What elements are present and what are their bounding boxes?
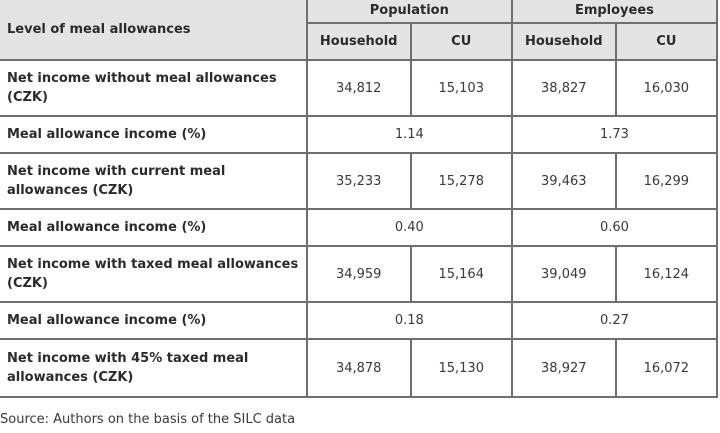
cell-value: 38,827 [510, 59, 617, 117]
row-label: Meal allowance income (%) [0, 208, 308, 247]
row-label: Meal allowance income (%) [0, 115, 308, 154]
cell-value: 34,812 [305, 59, 412, 117]
cell-value: 15,164 [409, 245, 513, 303]
source-note: Source: Authors on the basis of the SILC… [0, 412, 296, 427]
table-row: Net income with 45% taxed meal allowance… [0, 338, 719, 398]
cell-value-merged: 1.14 [305, 115, 513, 154]
group-header-population: Population [305, 0, 513, 24]
col-header-population-cu: CU [409, 22, 513, 61]
cell-value: 15,103 [409, 59, 513, 117]
row-label: Net income with 45% taxed meal allowance… [0, 338, 308, 398]
cell-value-merged: 0.60 [510, 208, 719, 247]
col-header-employees-household: Household [510, 22, 617, 61]
table-row: Meal allowance income (%) 1.14 1.73 [0, 115, 719, 154]
col-header-population-household: Household [305, 22, 412, 61]
cell-value: 34,959 [305, 245, 412, 303]
cell-value: 15,130 [409, 338, 513, 398]
cell-value: 35,233 [305, 152, 412, 210]
cell-value: 34,878 [305, 338, 412, 398]
cell-value-merged: 0.18 [305, 301, 513, 340]
cell-value: 38,927 [510, 338, 617, 398]
cell-value: 39,463 [510, 152, 617, 210]
cell-value: 39,049 [510, 245, 617, 303]
cell-value-merged: 0.40 [305, 208, 513, 247]
table-row: Net income with taxed meal allowances (C… [0, 245, 719, 303]
row-label: Net income without meal allowances (CZK) [0, 59, 308, 117]
table-row: Meal allowance income (%) 0.40 0.60 [0, 208, 719, 247]
table-row: Net income without meal allowances (CZK)… [0, 59, 719, 117]
row-label: Meal allowance income (%) [0, 301, 308, 340]
col-header-employees-cu: CU [614, 22, 719, 61]
table-row: Meal allowance income (%) 0.18 0.27 [0, 301, 719, 340]
table-row: Net income with current meal allowances … [0, 152, 719, 210]
corner-header: Level of meal allowances [0, 0, 308, 61]
cell-value-merged: 1.73 [510, 115, 719, 154]
cell-value: 16,030 [614, 59, 719, 117]
row-label: Net income with taxed meal allowances (C… [0, 245, 308, 303]
cell-value: 16,124 [614, 245, 719, 303]
cell-value: 15,278 [409, 152, 513, 210]
group-header-employees: Employees [510, 0, 719, 24]
cell-value: 16,072 [614, 338, 719, 398]
cell-value-merged: 0.27 [510, 301, 719, 340]
meal-allowance-table: Level of meal allowances Population Empl… [0, 0, 719, 398]
row-label: Net income with current meal allowances … [0, 152, 308, 210]
cell-value: 16,299 [614, 152, 719, 210]
